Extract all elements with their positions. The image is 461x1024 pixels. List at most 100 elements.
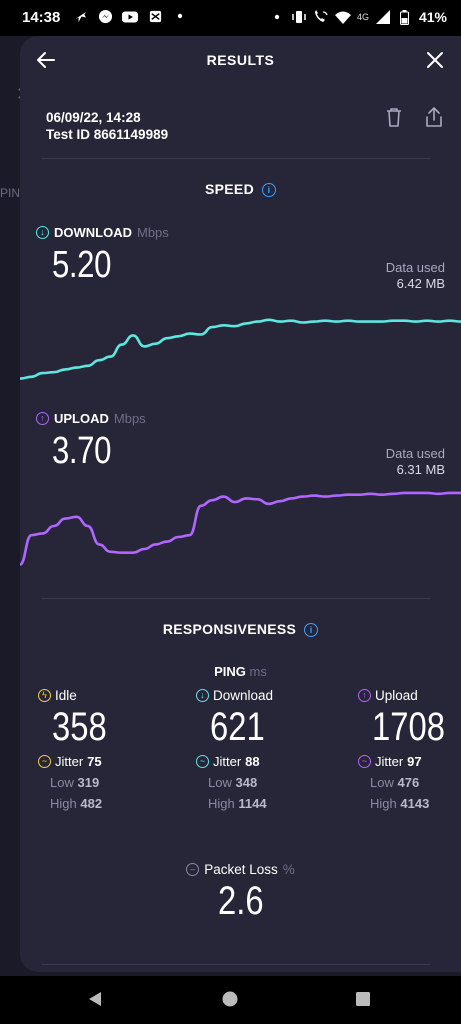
results-header: RESULTS [20,36,461,84]
youtube-icon [122,8,138,24]
idle-jitter-icon: ~ [38,755,51,768]
download-low-value: 348 [235,775,258,790]
download-jitter-value: 88 [245,754,260,769]
upload-label: UPLOAD [54,411,109,426]
responsiveness-info-icon[interactable]: i [304,623,319,638]
upload-label-row: ↑ UPLOAD Mbps [36,411,146,426]
ping-idle-value: 358 [52,705,107,749]
app-notification-icon [147,8,163,24]
ping-upload-arrow-icon: ↑ [358,689,371,702]
dot-icon [269,9,285,25]
upload-data-used-label: Data used [385,446,445,461]
battery-level: 41% [418,9,447,25]
upload-unit: Mbps [113,411,146,426]
upload-jitter-icon: ~ [358,755,371,768]
packet-loss-label-row: – Packet Loss % [20,862,461,877]
download-arrow-icon: ↓ [36,226,49,239]
speed-section-title: SPEED i [20,181,461,198]
download-low-row: Low 348 [208,775,336,790]
download-low-label: Low [208,775,232,790]
upload-high-label: High [370,796,397,811]
navigation-bar [0,976,461,1024]
divider [42,158,430,159]
idle-low-value: 319 [77,775,100,790]
wifi-icon [334,9,351,25]
upload-data-used-value: 6.31 MB [396,462,445,477]
idle-jitter-row: ~ Jitter 75 [38,754,178,769]
upload-series-line [20,491,461,566]
download-high-label: High [208,796,235,811]
idle-high-row: High 482 [50,796,178,811]
ping-download-label-row: ↓ Download [196,688,336,703]
idle-bolt-icon: ϟ [38,689,51,702]
upload-low-value: 476 [397,775,420,790]
download-data-used-label: Data used [385,260,445,275]
packet-loss-icon: – [186,863,200,876]
packet-loss-unit: % [282,862,295,877]
upload-graph [20,491,461,566]
ping-upload-value: 1708 [372,705,445,749]
ping-upload-label-row: ↑ Upload [358,688,458,703]
packet-loss-value: 2.6 [217,879,264,923]
packet-loss: – Packet Loss % 2.6 [20,862,461,924]
upload-jitter-label: Jitter [375,754,404,769]
wifi-call-icon [313,9,329,25]
ping-heading: PING ms [20,664,461,679]
airplane-alert-icon [72,8,88,24]
idle-jitter-value: 75 [87,754,102,769]
ping-upload-label: Upload [375,688,418,703]
download-label-row: ↓ DOWNLOAD Mbps [36,225,169,240]
packet-loss-label: Packet Loss [204,862,278,877]
download-jitter-row: ~ Jitter 88 [196,754,336,769]
download-label: DOWNLOAD [54,225,132,240]
divider [42,964,430,965]
download-high-row: High 1144 [208,796,336,811]
upload-high-value: 4143 [400,796,430,811]
back-button[interactable] [34,48,58,72]
upload-arrow-icon: ↑ [36,412,49,425]
divider [42,598,430,599]
page-title: RESULTS [206,52,275,68]
trash-icon [387,108,401,127]
nav-back-button[interactable] [86,990,106,1010]
messenger-icon [97,8,113,24]
idle-low-label: Low [50,775,74,790]
download-unit: Mbps [137,225,169,240]
delete-button[interactable] [384,106,406,128]
signal-icon [375,9,391,25]
responsiveness-title: RESPONSIVENESS [162,621,297,637]
download-high-value: 1144 [238,796,267,811]
network-type: 4G [356,12,369,22]
ping-download-label: Download [213,688,274,703]
battery-icon [397,9,413,25]
upload-low-row: Low 476 [370,775,458,790]
responsiveness-section-title: RESPONSIVENESS i [20,621,461,638]
download-data-used-value: 6.42 MB [396,276,445,291]
close-button[interactable] [423,48,447,72]
download-data-used: Data used 6.42 MB [386,260,445,292]
download-graph [20,318,461,380]
upload-data-used: Data used 6.31 MB [386,446,445,478]
ping-download-arrow-icon: ↓ [196,689,209,702]
share-icon [426,107,442,127]
ping-unit: ms [249,664,267,679]
idle-jitter-label: Jitter [55,754,84,769]
nav-home-button[interactable] [221,990,241,1010]
download-series-line [20,318,461,380]
upload-speed-value: 3.70 [52,430,112,472]
share-button[interactable] [424,106,446,128]
ping-idle-label-row: ϟ Idle [38,688,178,703]
speed-title: SPEED [205,181,254,197]
idle-low-row: Low 319 [50,775,178,790]
back-arrow-icon [37,52,55,68]
notification-icons [72,8,188,24]
test-meta: 06/09/22, 14:28 Test ID 8661149989 [46,109,168,143]
test-id: Test ID 8661149989 [46,127,169,142]
upload-jitter-row: ~ Jitter 97 [358,754,458,769]
download-jitter-label: Jitter [213,754,242,769]
speed-info-icon[interactable]: i [261,183,276,198]
idle-high-value: 482 [80,796,103,811]
upload-high-row: High 4143 [370,796,458,811]
nav-recents-button[interactable] [354,990,374,1010]
recents-square-icon [356,992,370,1006]
